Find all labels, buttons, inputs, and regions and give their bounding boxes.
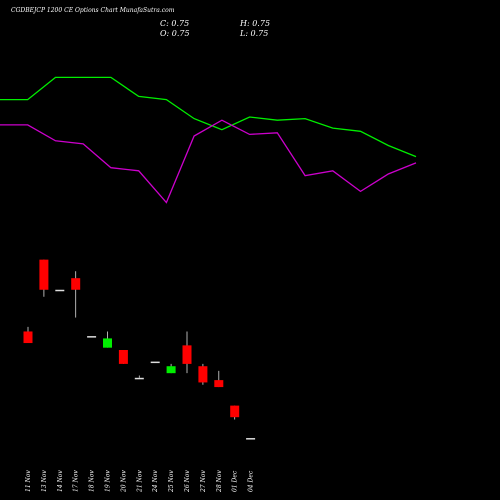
x-tick-label: 20 Nov [120, 470, 127, 493]
candle-body [71, 278, 81, 290]
candle [39, 259, 49, 297]
candle-body [134, 377, 144, 380]
candle-body [39, 259, 49, 290]
candle [23, 326, 33, 344]
high-value: H: 0.75 [240, 19, 271, 28]
x-tick-label: 17 Nov [73, 470, 80, 492]
x-tick-label: 28 Nov [216, 470, 223, 493]
candle [87, 336, 97, 338]
candle [103, 331, 112, 348]
candle [166, 363, 176, 374]
candle [198, 363, 208, 385]
x-tick-label: 04 Dec [248, 470, 255, 492]
candle-body [55, 289, 65, 292]
x-tick-label: 24 Nov [152, 470, 159, 493]
indicator-lines [0, 76, 417, 204]
candle-body [118, 350, 128, 364]
candle-body [182, 345, 192, 364]
x-tick-label: 21 Nov [136, 470, 143, 493]
candlestick-series [23, 259, 256, 440]
x-tick-label: 27 Nov [200, 470, 207, 493]
candle [246, 438, 256, 440]
x-tick-label: 26 Nov [184, 470, 191, 493]
lower-line-series [0, 119, 417, 204]
x-tick-label: 14 Nov [57, 470, 64, 492]
x-tick-label: 25 Nov [168, 470, 175, 493]
candle [230, 405, 240, 420]
candle [118, 350, 128, 364]
candle-body [246, 438, 256, 440]
candle-body [230, 405, 240, 418]
x-tick-label: 19 Nov [105, 470, 112, 492]
chart-title: CGDBEJCP 1200 CE Options Chart MunafaSut… [11, 7, 175, 14]
candle-body [214, 380, 224, 388]
x-axis-labels: 11 Nov 13 Nov 14 Nov 17 Nov 18 Nov 19 Nov 20 N… [25, 470, 255, 493]
x-tick-label: 18 Nov [89, 470, 96, 492]
candle-body [23, 331, 33, 344]
x-tick-label: 01 Dec [232, 470, 239, 492]
open-value: O: 0.75 [160, 29, 190, 38]
candle [214, 370, 224, 388]
x-tick-label: 13 Nov [41, 470, 48, 492]
x-tick-label: 11 Nov [25, 470, 32, 492]
candle [55, 289, 65, 292]
candle-body [150, 361, 160, 364]
candle [182, 331, 192, 374]
candle-body [198, 366, 208, 383]
candle [150, 361, 160, 364]
upper-line-series [0, 76, 417, 158]
candle-body [103, 338, 112, 348]
candle-body [166, 366, 176, 374]
candle-body [87, 336, 97, 338]
close-value: C: 0.75 [160, 19, 190, 28]
low-value: L: 0.75 [240, 29, 269, 38]
candle [71, 271, 81, 318]
candle [134, 375, 144, 380]
